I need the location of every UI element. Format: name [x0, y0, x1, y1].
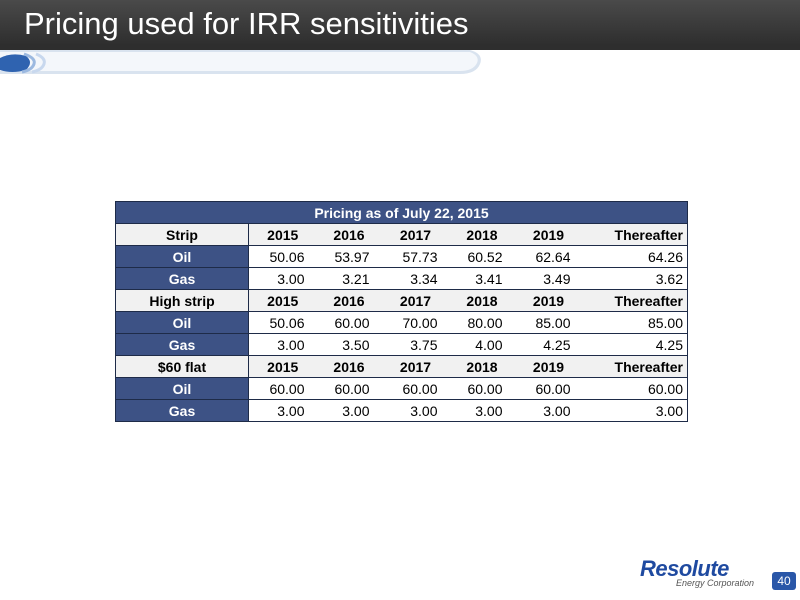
price-cell: 3.00	[582, 399, 688, 422]
table-row: Oil 60.00 60.00 60.00 60.00 60.00 60.00	[115, 377, 688, 400]
column-header: Thereafter	[582, 223, 688, 246]
row-label: Gas	[115, 399, 249, 422]
column-header: 2018	[449, 289, 515, 312]
price-cell: 60.00	[582, 377, 688, 400]
title-bar: Pricing used for IRR sensitivities	[0, 0, 800, 50]
table-row: Gas 3.00 3.50 3.75 4.00 4.25 4.25	[115, 333, 688, 356]
logo-wordmark: Resolute	[640, 556, 729, 581]
price-cell: 60.52	[449, 245, 515, 268]
row-label: Oil	[115, 377, 249, 400]
price-cell: 50.06	[248, 311, 317, 334]
price-cell: 57.73	[381, 245, 450, 268]
table-row: Gas 3.00 3.21 3.34 3.41 3.49 3.62	[115, 267, 688, 290]
price-cell: 60.00	[514, 377, 583, 400]
section-label: $60 flat	[115, 355, 249, 378]
column-header: 2016	[316, 289, 382, 312]
page-number: 40	[772, 572, 796, 590]
column-header: 2019	[514, 355, 583, 378]
price-cell: 70.00	[381, 311, 450, 334]
table-row: Oil 50.06 60.00 70.00 80.00 85.00 85.00	[115, 311, 688, 334]
price-cell: 3.00	[248, 399, 317, 422]
price-cell: 3.00	[248, 267, 317, 290]
table-caption-row: Pricing as of July 22, 2015	[115, 201, 688, 224]
price-cell: 60.00	[316, 311, 382, 334]
column-header: 2018	[449, 223, 515, 246]
column-header: 2015	[248, 355, 317, 378]
table-caption: Pricing as of July 22, 2015	[115, 201, 688, 224]
price-cell: 3.00	[248, 333, 317, 356]
price-cell: 3.21	[316, 267, 382, 290]
price-cell: 4.00	[449, 333, 515, 356]
price-cell: 3.00	[381, 399, 450, 422]
price-cell: 3.49	[514, 267, 583, 290]
resolute-logo: Resolute Energy Corporation	[640, 556, 770, 590]
price-cell: 4.25	[514, 333, 583, 356]
column-header: 2015	[248, 289, 317, 312]
price-cell: 62.64	[514, 245, 583, 268]
row-label: Oil	[115, 245, 249, 268]
price-cell: 60.00	[449, 377, 515, 400]
section-label: High strip	[115, 289, 249, 312]
section-header-row: Strip 2015 2016 2017 2018 2019 Thereafter	[115, 223, 688, 246]
price-cell: 80.00	[449, 311, 515, 334]
slide-title: Pricing used for IRR sensitivities	[24, 6, 469, 41]
table-row: Gas 3.00 3.00 3.00 3.00 3.00 3.00	[115, 399, 688, 422]
price-cell: 3.34	[381, 267, 450, 290]
price-cell: 53.97	[316, 245, 382, 268]
row-label: Gas	[115, 333, 249, 356]
column-header: 2017	[381, 223, 450, 246]
column-header: Thereafter	[582, 355, 688, 378]
pricing-table: Pricing as of July 22, 2015 Strip 2015 201…	[115, 201, 688, 422]
price-cell: 85.00	[514, 311, 583, 334]
price-cell: 3.41	[449, 267, 515, 290]
price-cell: 3.00	[316, 399, 382, 422]
column-header: 2016	[316, 355, 382, 378]
price-cell: 85.00	[582, 311, 688, 334]
price-cell: 4.25	[582, 333, 688, 356]
column-header: 2017	[381, 355, 450, 378]
price-cell: 3.50	[316, 333, 382, 356]
price-cell: 64.26	[582, 245, 688, 268]
accent-swoosh	[0, 44, 800, 74]
column-header: 2017	[381, 289, 450, 312]
row-label: Gas	[115, 267, 249, 290]
column-header: 2018	[449, 355, 515, 378]
column-header: Thereafter	[582, 289, 688, 312]
price-cell: 3.62	[582, 267, 688, 290]
price-cell: 60.00	[248, 377, 317, 400]
price-cell: 60.00	[316, 377, 382, 400]
table-row: Oil 50.06 53.97 57.73 60.52 62.64 64.26	[115, 245, 688, 268]
column-header: 2016	[316, 223, 382, 246]
price-cell: 60.00	[381, 377, 450, 400]
column-header: 2019	[514, 223, 583, 246]
price-cell: 3.00	[449, 399, 515, 422]
column-header: 2019	[514, 289, 583, 312]
column-header: 2015	[248, 223, 317, 246]
section-label: Strip	[115, 223, 249, 246]
section-header-row: High strip 2015 2016 2017 2018 2019 Thereafter	[115, 289, 688, 312]
pricing-table-body: Pricing as of July 22, 2015 Strip 2015 201…	[115, 201, 688, 422]
price-cell: 3.75	[381, 333, 450, 356]
row-label: Oil	[115, 311, 249, 334]
price-cell: 3.00	[514, 399, 583, 422]
section-header-row: $60 flat 2015 2016 2017 2018 2019 Thereafter	[115, 355, 688, 378]
price-cell: 50.06	[248, 245, 317, 268]
logo-subtitle: Energy Corporation	[676, 578, 755, 588]
